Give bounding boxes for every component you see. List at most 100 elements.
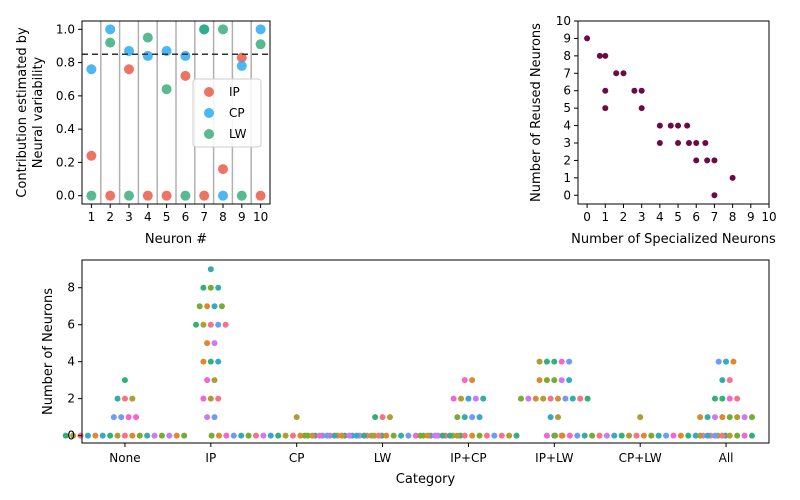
contribution-legend: IP CP LW xyxy=(192,78,262,148)
specialized-x-label: Number of Specialized Neurons xyxy=(571,232,776,247)
contribution-axes-frame xyxy=(81,20,271,205)
contribution-y-ticks: 0.0 0.2 0.4 0.6 0.8 1.0 xyxy=(56,22,82,203)
specialized-xtick-label: 3 xyxy=(638,210,646,224)
swarm-point-cp-lw xyxy=(574,432,581,439)
swarm-point-lw xyxy=(316,432,323,439)
reused-ytick-label: 5 xyxy=(563,101,571,115)
point-ip-neuron-1 xyxy=(86,150,97,161)
swarm-point-cp-lw xyxy=(648,432,655,439)
swarm-point-none xyxy=(121,377,128,384)
point-lw-neuron-5 xyxy=(161,84,172,95)
specialized-reused-point xyxy=(638,105,645,112)
swarm-point-ip-lw xyxy=(543,358,550,365)
swarm-point-ip xyxy=(215,358,222,365)
contribution-xtick-label: 1 xyxy=(88,210,96,224)
legend-label-cp: CP xyxy=(229,106,245,120)
category-xtick-label: CP xyxy=(289,451,305,465)
contribution-ytick-label: 0.0 xyxy=(56,189,75,203)
swarm-point-ip-lw xyxy=(540,395,547,402)
contribution-xtick-label: 10 xyxy=(253,210,268,224)
legend-label-lw: LW xyxy=(229,127,247,141)
category-ytick-label: 4 xyxy=(67,355,75,369)
swarm-point-cp-lw xyxy=(637,414,644,421)
swarm-point-all xyxy=(719,432,726,439)
category-ytick-label: 2 xyxy=(67,392,75,406)
specialized-reused-point xyxy=(656,122,663,129)
swarm-point-cp-lw xyxy=(677,432,684,439)
swarm-point-all xyxy=(719,395,726,402)
point-lw-neuron-9 xyxy=(236,190,247,201)
swarm-point-cp-lw xyxy=(589,432,596,439)
swarm-point-none xyxy=(129,395,136,402)
swarm-point-ip-cp xyxy=(424,432,431,439)
swarm-point-ip-lw xyxy=(558,377,565,384)
contribution-xtick-label: 4 xyxy=(144,210,152,224)
swarm-point-lw xyxy=(368,432,375,439)
reused-y-ticks: 0 1 2 3 4 5 6 7 8 9 10 xyxy=(556,14,578,202)
specialized-reused-point xyxy=(602,105,609,112)
swarm-point-none xyxy=(62,432,69,439)
swarm-point-none xyxy=(136,432,143,439)
swarm-point-cp xyxy=(289,432,296,439)
swarm-point-ip-cp xyxy=(513,432,520,439)
swarm-point-ip-cp xyxy=(461,377,468,384)
swarm-point-none xyxy=(114,395,121,402)
swarm-point-ip-lw xyxy=(584,395,591,402)
swarm-point-ip-cp xyxy=(469,432,476,439)
specialized-reused-point xyxy=(596,52,603,59)
swarm-point-ip-cp xyxy=(454,414,461,421)
swarm-point-ip-lw xyxy=(562,395,569,402)
point-cp-neuron-8 xyxy=(218,190,228,201)
swarm-point-all xyxy=(734,395,741,402)
swarm-point-ip-lw xyxy=(551,358,558,365)
swarm-point-all xyxy=(734,414,741,421)
swarm-point-ip-lw xyxy=(551,377,558,384)
category-xtick-label: IP+CP xyxy=(450,451,486,465)
swarm-point-cp xyxy=(297,432,304,439)
contribution-xtick-label: 6 xyxy=(182,210,190,224)
point-cp-neuron-2 xyxy=(105,24,116,35)
legend-label-ip: IP xyxy=(229,85,240,99)
point-ip-neuron-5 xyxy=(161,190,172,201)
swarm-point-cp-lw xyxy=(655,432,662,439)
contribution-xtick-label: 7 xyxy=(200,210,208,224)
specialized-reused-point xyxy=(685,140,692,146)
specialized-reused-point xyxy=(711,192,718,199)
swarm-point-lw xyxy=(379,414,386,421)
swarm-point-cp-lw xyxy=(611,432,618,439)
swarm-point-cp-lw xyxy=(685,432,692,439)
category-xtick-label: LW xyxy=(374,451,392,465)
swarm-point-cp-lw xyxy=(670,432,677,439)
swarm-point-ip xyxy=(204,377,211,384)
swarm-point-none xyxy=(133,414,140,421)
swarm-point-all xyxy=(715,358,722,365)
specialized-reused-point xyxy=(711,157,718,164)
swarm-point-ip-lw xyxy=(569,395,576,402)
category-ytick-label: 6 xyxy=(67,318,75,332)
point-ip-neuron-10 xyxy=(255,190,266,201)
swarm-point-ip-lw xyxy=(518,395,525,402)
point-lw-neuron-4 xyxy=(142,32,153,43)
swarm-point-lw xyxy=(324,432,331,439)
contribution-x-ticks: 1 2 3 4 5 6 7 8 9 10 xyxy=(88,204,268,224)
point-ip-neuron-2 xyxy=(105,190,116,201)
specialized-xtick-label: 2 xyxy=(620,210,628,224)
swarm-point-ip-cp xyxy=(476,414,483,421)
point-cp-neuron-4 xyxy=(142,50,153,61)
swarm-point-all xyxy=(719,414,726,421)
reused-ytick-label: 0 xyxy=(563,188,571,202)
swarm-point-all xyxy=(723,358,730,365)
specialized-xtick-label: 6 xyxy=(692,210,700,224)
swarm-point-ip-cp xyxy=(446,432,453,439)
swarm-point-ip-lw xyxy=(577,395,584,402)
point-cp-neuron-5 xyxy=(161,45,172,56)
swarm-point-cp-lw xyxy=(692,432,699,439)
swarm-point-ip-cp xyxy=(454,432,461,439)
swarm-point-cp xyxy=(267,432,274,439)
swarm-point-ip-cp xyxy=(450,395,457,402)
swarm-point-cp xyxy=(275,432,282,439)
category-x-label: Category xyxy=(396,472,456,487)
reused-ytick-label: 1 xyxy=(563,171,571,185)
swarm-point-none xyxy=(107,432,114,439)
swarm-point-ip xyxy=(215,395,222,402)
